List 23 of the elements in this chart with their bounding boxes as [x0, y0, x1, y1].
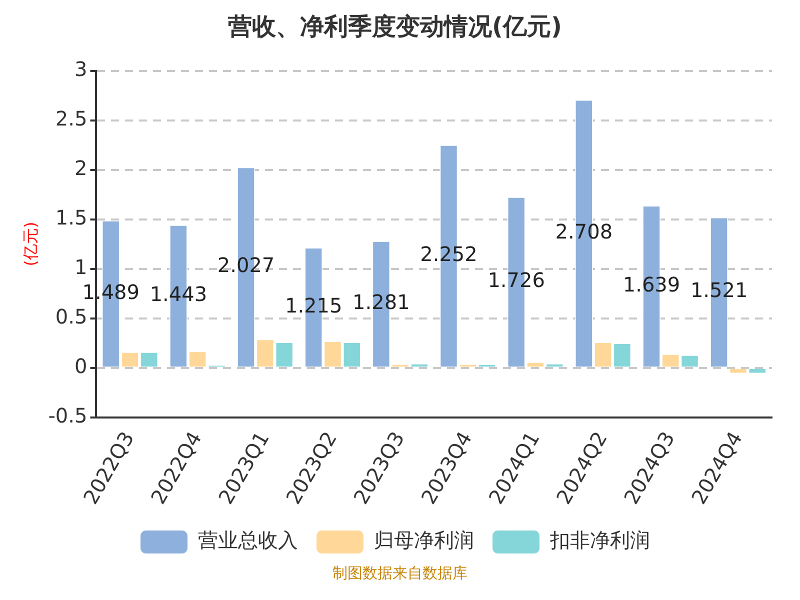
y-tick-label: 1.5 [55, 205, 88, 230]
legend-label: 归母净利润 [374, 528, 474, 552]
chart-title: 营收、净利季度变动情况(亿元) [227, 12, 562, 41]
data-label: 1.726 [488, 268, 545, 292]
data-label: 1.215 [284, 293, 342, 318]
data-label: 1.281 [352, 290, 410, 314]
text: 制图数据来自数据库 [332, 564, 468, 583]
data-label: 2.708 [555, 219, 613, 244]
legend-label: 营业总收入 [198, 528, 298, 552]
y-tick-label: 0 [74, 354, 88, 378]
y-tick-label: -0.5 [48, 403, 88, 428]
legend-label: 扣非净利润 [549, 528, 650, 552]
y-tick-label: 1 [74, 254, 88, 279]
data-label: 2.252 [420, 242, 478, 266]
y-axis-title: (亿元) [20, 222, 40, 266]
data-label: 1.639 [622, 272, 680, 296]
data-label: 1.521 [690, 278, 748, 302]
y-tick-label: 0.5 [55, 304, 88, 328]
y-tick-label: 2.5 [55, 106, 88, 130]
y-tick-label: 3 [74, 57, 88, 82]
y-tick-label: 2 [74, 156, 88, 180]
data-label: 2.027 [217, 253, 275, 278]
data-label: 1.443 [150, 282, 208, 306]
